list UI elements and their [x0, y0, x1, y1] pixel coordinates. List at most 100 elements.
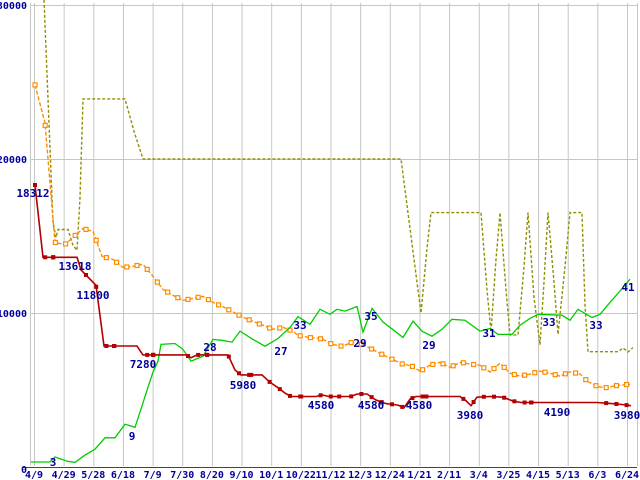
series-highest_price — [43, 0, 634, 353]
marker-open-square — [144, 266, 150, 272]
marker-open-square — [134, 262, 140, 269]
value-label-lowest_price: 3980 — [457, 409, 484, 422]
marker-square — [369, 395, 374, 400]
marker-open-square — [42, 122, 48, 129]
marker-square — [43, 255, 48, 260]
marker-open-square — [399, 361, 405, 367]
marker-open-square — [185, 296, 191, 302]
marker-open-square — [358, 341, 364, 347]
marker-square — [400, 404, 405, 409]
x-axis-label: 5/28 — [81, 470, 105, 480]
marker-open-square — [165, 289, 171, 295]
x-axis-label: 2/11 — [437, 470, 461, 480]
marker-open-square — [124, 264, 130, 270]
x-axis-label: 8/20 — [200, 470, 224, 480]
marker-open-square — [307, 335, 313, 341]
marker-square — [461, 396, 466, 401]
value-label-listing_count: 35 — [364, 310, 377, 323]
y-axis-label: 20000 — [0, 155, 27, 166]
marker-open-square — [521, 372, 528, 378]
value-label-listing_count: 9 — [129, 430, 136, 443]
value-label-lowest_price: 3980 — [614, 409, 640, 422]
series-highest_price-line — [43, 0, 634, 353]
marker-square — [379, 400, 384, 405]
marker-open-square — [501, 364, 507, 370]
marker-square — [288, 393, 292, 398]
marker-open-square — [440, 361, 446, 367]
marker-open-square — [471, 361, 477, 368]
x-axis-label: 7/30 — [170, 470, 194, 480]
marker-square — [267, 379, 272, 384]
marker-square — [318, 393, 323, 398]
x-axis-label: 4/15 — [526, 470, 550, 480]
marker-open-square — [195, 294, 201, 300]
x-axis-label: 9/10 — [230, 470, 254, 480]
x-axis-label: 4/9 — [25, 470, 43, 480]
value-label-listing_count: 27 — [274, 345, 287, 358]
marker-open-square — [593, 383, 599, 389]
marker-square — [237, 371, 241, 376]
marker-open-square — [542, 369, 548, 375]
marker-open-square — [236, 312, 242, 318]
value-label-lowest_price: 18312 — [16, 187, 49, 200]
marker-square — [94, 284, 99, 289]
value-label-listing_count: 33 — [542, 316, 555, 329]
marker-square — [349, 394, 354, 399]
y-axis-label: 0 — [21, 465, 27, 476]
y-axis-label: 10000 — [0, 309, 27, 320]
marker-open-square — [552, 372, 558, 378]
marker-open-square — [52, 239, 59, 246]
marker-open-square — [93, 237, 99, 243]
series-listing_count — [31, 278, 631, 464]
marker-square — [151, 352, 156, 357]
marker-square — [104, 344, 109, 348]
value-label-listing_count: 29 — [422, 339, 435, 352]
value-label-lowest_price: 7280 — [130, 358, 157, 371]
series-lowest_price — [33, 183, 632, 409]
marker-open-square — [430, 361, 436, 367]
marker-open-square — [348, 340, 354, 346]
series-average_price-line — [34, 84, 631, 389]
marker-square — [299, 394, 304, 399]
value-label-lowest_price: 5980 — [230, 379, 257, 392]
value-label-lowest_price: 4580 — [358, 399, 385, 412]
marker-square — [337, 394, 342, 399]
marker-square — [33, 183, 37, 187]
series-average_price — [32, 82, 631, 391]
marker-open-square — [154, 279, 160, 285]
marker-open-square — [562, 371, 569, 377]
x-axis-label: 11/12 — [315, 470, 345, 480]
value-label-listing_count: 33 — [589, 319, 602, 332]
series-lowest_price-line — [34, 184, 632, 409]
x-axis-label: 10/22 — [286, 470, 316, 480]
value-label-lowest_price: 4190 — [544, 406, 571, 419]
marker-square — [481, 394, 486, 399]
marker-open-square — [205, 297, 211, 303]
x-axis-label: 3/25 — [496, 470, 520, 480]
marker-square — [84, 273, 88, 277]
value-label-listing_count: 28 — [203, 341, 216, 354]
marker-open-square — [246, 317, 252, 323]
marker-open-square — [613, 383, 620, 389]
marker-square — [604, 401, 609, 406]
marker-open-square — [491, 366, 497, 372]
value-label-lowest_price: 4580 — [406, 399, 433, 412]
marker-open-square — [62, 241, 69, 247]
x-axis-label: 6/24 — [615, 470, 639, 480]
x-axis-label: 1/21 — [407, 470, 431, 480]
marker-open-square — [450, 363, 456, 369]
value-label-lowest_price: 4580 — [308, 399, 335, 412]
marker-open-square — [623, 382, 630, 388]
marker-open-square — [420, 367, 426, 373]
y-axis-labels: 0 10000 20000 30000 — [0, 1, 27, 476]
marker-square — [51, 255, 56, 260]
marker-square — [390, 402, 394, 407]
marker-square — [112, 344, 117, 348]
marker-open-square — [267, 325, 273, 331]
marker-open-square — [83, 226, 89, 232]
x-axis-labels: 4/9 4/29 5/28 6/18 7/9 7/30 8/20 9/10 10/1 10/22 1… — [25, 470, 639, 480]
marker-open-square — [369, 346, 375, 352]
marker-square — [196, 352, 201, 357]
